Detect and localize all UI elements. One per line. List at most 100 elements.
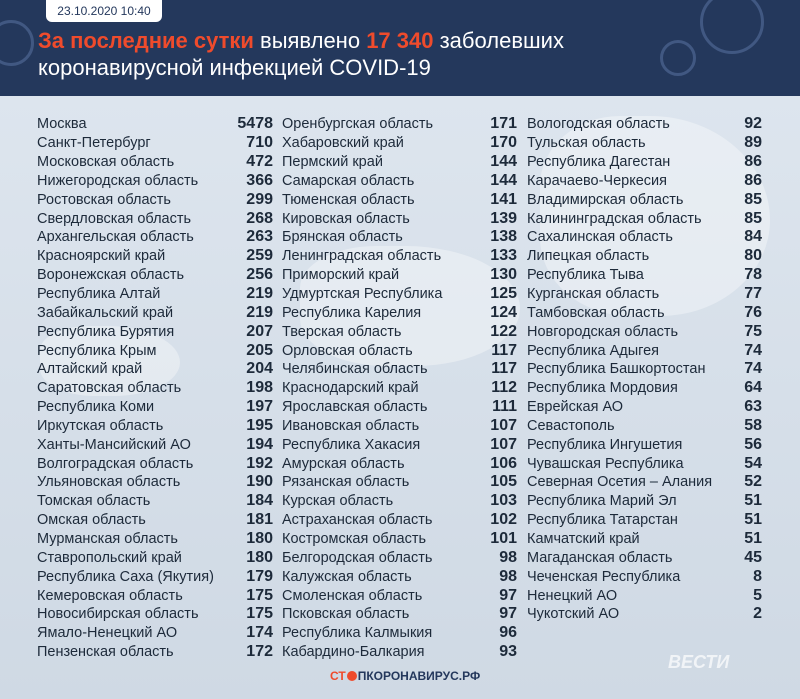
region-name: Амурская область <box>282 455 405 472</box>
case-count: 92 <box>744 115 762 133</box>
case-count: 112 <box>491 379 517 397</box>
case-count: 256 <box>246 266 273 284</box>
region-name: Кабардино-Балкария <box>282 644 425 661</box>
region-row: Калининградская область 85 <box>527 209 762 228</box>
case-count: 141 <box>490 190 517 208</box>
content-area <box>0 96 800 699</box>
case-count: 138 <box>490 228 517 246</box>
region-name: Владимирская область <box>527 191 684 208</box>
region-name: Республика Адыгея <box>527 342 660 359</box>
case-count: 268 <box>246 209 273 227</box>
case-count: 125 <box>490 285 517 303</box>
case-count: 197 <box>246 398 273 416</box>
case-count: 105 <box>490 473 517 491</box>
case-count: 175 <box>246 605 273 623</box>
region-row: Чеченская Республика 8 <box>527 567 762 586</box>
region-name: Челябинская область <box>282 361 428 378</box>
region-row: Ульяновская область 190 <box>37 473 273 492</box>
title-line2: коронавирусной инфекцией COVID-19 <box>38 55 431 80</box>
region-name: Забайкальский край <box>37 304 174 321</box>
region-name: Республика Дагестан <box>527 154 671 171</box>
region-row: Томская область 184 <box>37 492 273 511</box>
brand-right: ПКОРОНАВИРУС.РФ <box>357 669 481 683</box>
case-count: 76 <box>744 303 762 321</box>
case-count: 51 <box>744 492 762 510</box>
region-name: Республика Бурятия <box>37 323 175 340</box>
region-name: Республика Саха (Якутия) <box>37 568 214 585</box>
case-count: 98 <box>499 567 517 585</box>
case-count: 179 <box>246 567 273 585</box>
case-count: 51 <box>744 511 762 529</box>
region-row: Республика Мордовия 64 <box>527 379 762 398</box>
case-count: 107 <box>490 435 517 453</box>
region-row: Тамбовская область 76 <box>527 303 762 322</box>
region-name: Республика Марий Эл <box>527 493 677 510</box>
region-name: Нижегородская область <box>37 172 199 189</box>
region-name: Костромская область <box>282 530 427 547</box>
case-count: 299 <box>246 190 273 208</box>
footer-brand: СТ ПКОРОНАВИРУС.РФ <box>330 669 480 683</box>
region-name: Псковская область <box>282 606 410 623</box>
region-row: Сахалинская область 84 <box>527 228 762 247</box>
header-banner: 23.10.2020 10:40 За последние сутки выяв… <box>0 0 800 96</box>
region-row: Свердловская область 268 <box>37 209 273 228</box>
case-count: 98 <box>499 548 517 566</box>
region-row: Костромская область 101 <box>282 530 517 549</box>
region-name: Оренбургская область <box>282 116 434 133</box>
region-row: Мурманская область 180 <box>37 530 273 549</box>
case-count: 198 <box>246 379 273 397</box>
case-count: 219 <box>246 285 273 303</box>
case-count: 78 <box>744 266 762 284</box>
case-count: 5478 <box>237 115 273 133</box>
case-count: 84 <box>744 228 762 246</box>
region-row: Республика Адыгея 74 <box>527 341 762 360</box>
region-row: Саратовская область 198 <box>37 379 273 398</box>
region-column-2: Оренбургская область 171 Хабаровский край 1… <box>282 115 517 661</box>
virus-icon <box>700 0 764 54</box>
case-count: 93 <box>499 643 517 661</box>
case-count: 63 <box>744 398 762 416</box>
region-row: Приморский край 130 <box>282 266 517 285</box>
case-count: 175 <box>246 586 273 604</box>
case-count: 195 <box>246 416 273 434</box>
case-count: 102 <box>490 511 517 529</box>
region-row: Липецкая область 80 <box>527 247 762 266</box>
case-count: 130 <box>490 266 517 284</box>
case-count: 111 <box>492 398 517 416</box>
region-row: Новгородская область 75 <box>527 322 762 341</box>
case-count: 184 <box>246 492 273 510</box>
map-shape <box>540 116 770 316</box>
title-mid: выявлено <box>253 28 367 53</box>
region-row: Волгоградская область 192 <box>37 454 273 473</box>
region-name: Курганская область <box>527 286 660 303</box>
region-name: Ставропольский край <box>37 549 182 566</box>
region-name: Приморский край <box>282 267 400 284</box>
region-name: Чеченская Республика <box>527 568 681 585</box>
case-count: 180 <box>246 548 273 566</box>
region-row: Республика Ингушетия 56 <box>527 435 762 454</box>
region-name: Магаданская область <box>527 549 673 566</box>
region-row: Красноярский край 259 <box>37 247 273 266</box>
region-name: Воронежская область <box>37 267 185 284</box>
region-row: Карачаево-Черкесия 86 <box>527 172 762 191</box>
case-count: 74 <box>744 341 762 359</box>
region-name: Северная Осетия – Алания <box>527 474 713 491</box>
region-row: Республика Карелия 124 <box>282 303 517 322</box>
region-row: Омская область 181 <box>37 511 273 530</box>
case-count: 205 <box>246 341 273 359</box>
region-row: Республика Марий Эл 51 <box>527 492 762 511</box>
region-row: Кемеровская область 175 <box>37 586 273 605</box>
region-row: Воронежская область 256 <box>37 266 273 285</box>
region-name: Республика Татарстан <box>527 512 678 529</box>
region-row: Вологодская область 92 <box>527 115 762 134</box>
map-shape <box>40 326 180 396</box>
region-row: Краснодарский край 112 <box>282 379 517 398</box>
case-count: 124 <box>490 303 517 321</box>
region-row: Хабаровский край 170 <box>282 134 517 153</box>
case-count: 174 <box>246 624 273 642</box>
region-row: Чувашская Республика 54 <box>527 454 762 473</box>
case-count: 8 <box>753 567 762 585</box>
region-row: Республика Коми 197 <box>37 398 273 417</box>
region-row: Псковская область 97 <box>282 605 517 624</box>
region-row: Самарская область 144 <box>282 172 517 191</box>
